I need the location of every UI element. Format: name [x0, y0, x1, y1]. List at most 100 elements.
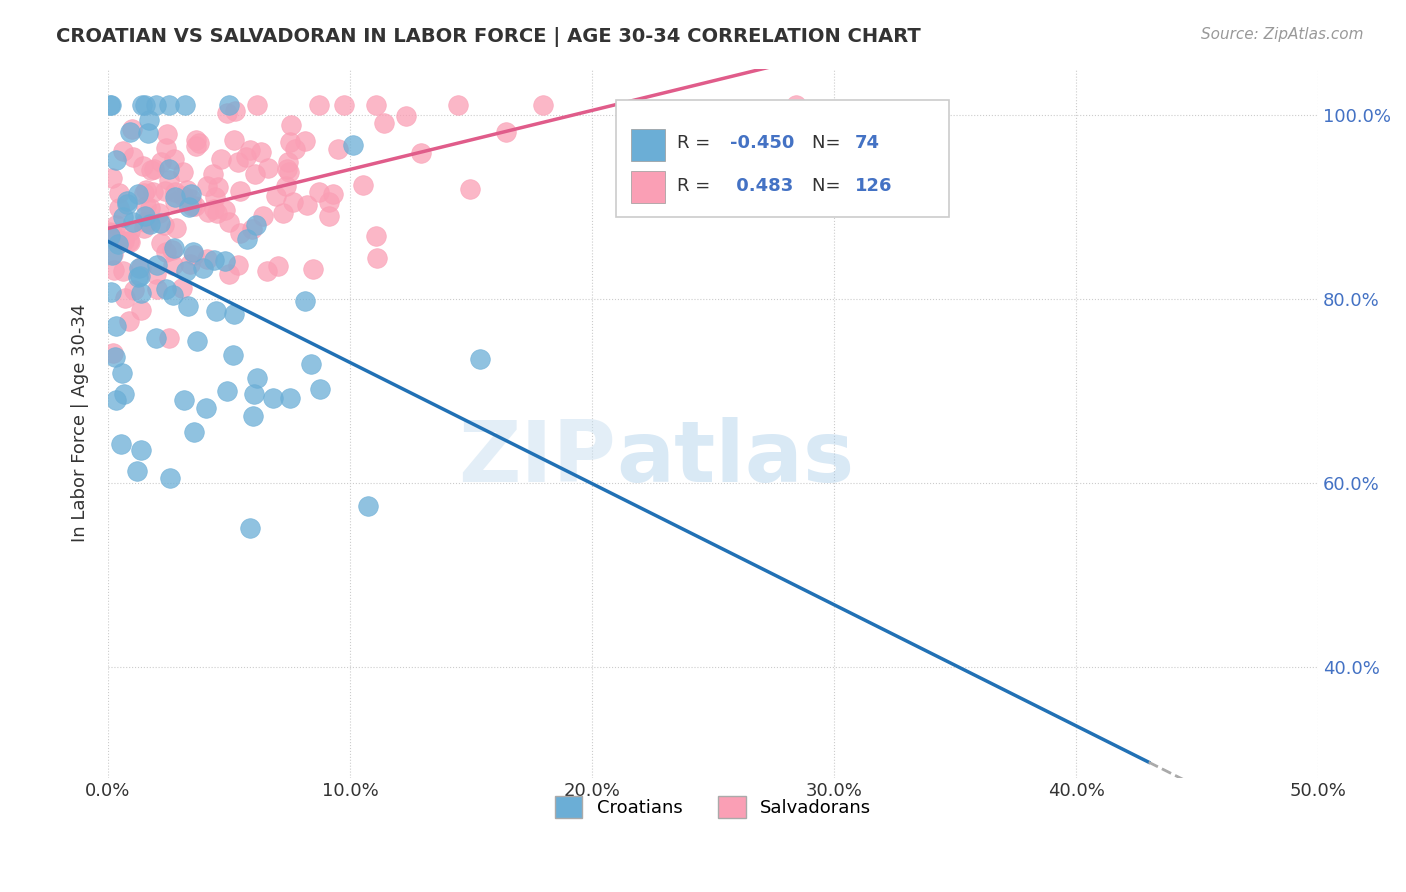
Point [104, 153, 127, 168]
Point [284, 142, 307, 156]
Point [131, 98, 153, 112]
Point [163, 152, 186, 166]
Point [176, 183, 198, 197]
Text: ZIP: ZIP [458, 417, 616, 500]
Point [100, 98, 122, 112]
Point [139, 163, 162, 178]
Point [274, 178, 297, 193]
Point [273, 206, 295, 220]
Point [246, 98, 269, 112]
Point [276, 162, 298, 177]
Point [262, 391, 284, 405]
Point [357, 499, 380, 513]
Point [235, 150, 257, 164]
Point [180, 192, 202, 206]
Point [229, 184, 252, 198]
Point [146, 258, 169, 272]
Point [155, 244, 177, 259]
Point [105, 218, 128, 232]
Bar [631, 171, 665, 203]
Text: 0.483: 0.483 [730, 177, 793, 194]
Point [294, 134, 316, 148]
Point [132, 186, 155, 201]
Point [181, 199, 204, 213]
Point [149, 216, 172, 230]
Point [112, 235, 135, 249]
Point [242, 387, 264, 401]
Point [207, 180, 229, 194]
Point [409, 146, 432, 161]
Point [308, 186, 330, 200]
Point [217, 106, 239, 120]
Point [117, 234, 139, 248]
Point [295, 198, 318, 212]
Point [105, 318, 128, 333]
Point [191, 260, 214, 275]
Point [242, 409, 264, 424]
Text: R =: R = [676, 177, 716, 194]
Point [187, 136, 209, 150]
Point [228, 226, 250, 240]
Point [239, 521, 262, 535]
Point [100, 225, 122, 239]
Point [155, 140, 177, 154]
Point [135, 215, 157, 229]
Point [205, 206, 228, 220]
Point [785, 98, 807, 112]
Text: 74: 74 [855, 134, 880, 152]
Point [202, 167, 225, 181]
Point [107, 237, 129, 252]
Point [142, 185, 165, 199]
Point [156, 127, 179, 141]
Point [107, 186, 129, 200]
Point [118, 124, 141, 138]
Point [215, 384, 238, 399]
Point [172, 281, 194, 295]
Point [266, 189, 288, 203]
Point [150, 235, 173, 250]
Point [159, 470, 181, 484]
Point [135, 183, 157, 197]
Text: atlas: atlas [616, 417, 855, 500]
Point [277, 164, 299, 178]
Point [301, 262, 323, 277]
Point [122, 283, 145, 297]
Point [146, 282, 169, 296]
Point [280, 391, 302, 405]
Point [373, 116, 395, 130]
Point [214, 254, 236, 268]
Point [352, 178, 374, 193]
Point [155, 282, 177, 296]
Point [209, 153, 232, 167]
Point [239, 143, 262, 157]
Point [173, 392, 195, 407]
Point [218, 268, 240, 282]
Point [110, 437, 132, 451]
Point [222, 307, 245, 321]
Text: N=: N= [813, 177, 846, 194]
Point [111, 366, 134, 380]
Point [153, 185, 176, 199]
Point [157, 98, 180, 112]
Point [115, 194, 138, 209]
Point [127, 270, 149, 285]
Point [246, 371, 269, 385]
Point [114, 292, 136, 306]
Point [135, 199, 157, 213]
Point [132, 159, 155, 173]
Point [122, 150, 145, 164]
Point [162, 258, 184, 272]
Point [224, 104, 246, 119]
Point [148, 206, 170, 220]
Point [214, 203, 236, 218]
Point [145, 267, 167, 281]
Point [128, 261, 150, 276]
Text: N=: N= [813, 134, 846, 152]
Point [245, 219, 267, 233]
Point [318, 195, 340, 210]
Point [240, 222, 263, 236]
Point [129, 303, 152, 318]
Point [218, 215, 240, 229]
Point [129, 260, 152, 274]
Point [153, 218, 176, 232]
